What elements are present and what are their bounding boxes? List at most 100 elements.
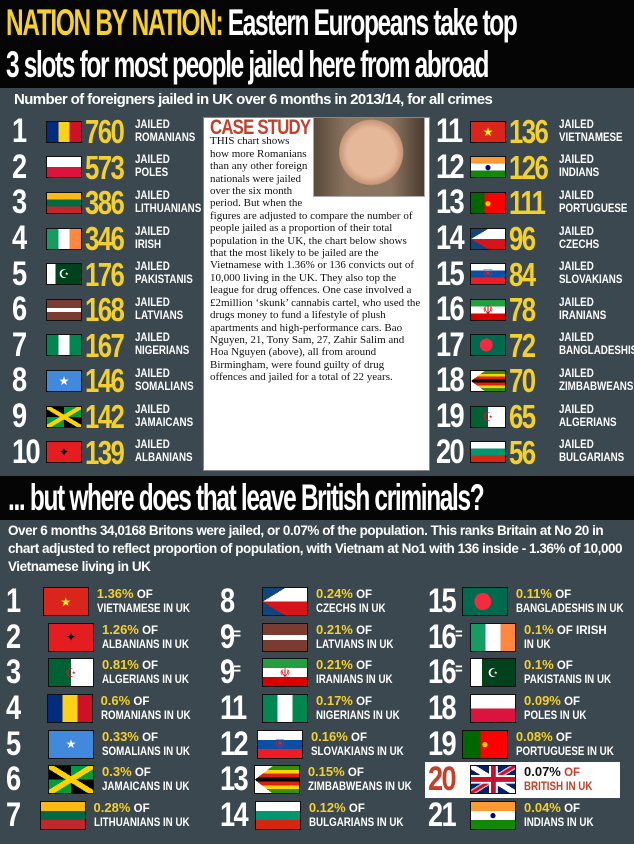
proportion-text: 0.24% OF CZECHS IN UK <box>316 587 398 616</box>
jailed-prefix: JAILED <box>559 225 594 238</box>
nationality: LITHUANIANS <box>135 202 202 215</box>
ranking-row: 16 ☫ 78 JAILED IRANIANS <box>436 290 634 328</box>
jailed-prefix: JAILED <box>559 439 594 452</box>
proportion-text: 0.12% OF BULGARIANS IN UK <box>309 800 420 830</box>
jailed-prefix: JAILED <box>135 296 170 309</box>
proportion-value: 0.09% <box>524 693 561 709</box>
ranking-row: 2 ✦ 1.26% OF ALBANIANS IN UK <box>6 618 206 656</box>
nationality: BANGLADESHIS <box>559 345 634 358</box>
ranking-row: 6 0.3% OF JAMAICANS IN UK <box>6 760 206 798</box>
rank-number: 7 <box>6 796 33 835</box>
proportion-text: 0.08% OF PORTUGUESE IN UK <box>516 729 631 759</box>
jailed-count: 136 <box>509 113 549 151</box>
rank-number: 12 <box>436 147 465 186</box>
jailed-label: JAILED VIETNAMESE <box>559 119 623 145</box>
rank-number: 17 <box>436 325 465 364</box>
ranking-row: 9= 0.21% OF LATVIANS IN UK <box>220 618 420 657</box>
jailed-count: 70 <box>509 362 536 400</box>
jailed-count: 168 <box>85 291 125 329</box>
rank-number: 1 <box>12 112 27 151</box>
ranking-row: 8 0.24% OF CZECHS IN UK <box>220 582 420 621</box>
panel-subtitle: Number of foreigners jailed in UK over 6… <box>14 91 493 108</box>
rank-number: 13 <box>220 760 249 799</box>
rank-number: 18 <box>436 361 465 400</box>
nationality-label: NIGERIANS IN UK <box>316 710 400 723</box>
of-word: OF <box>133 696 150 709</box>
rank-number: 11 <box>436 112 463 151</box>
rank-value: 9 <box>220 617 235 656</box>
ranking-row: 11 ★ 136 JAILED VIETNAMESE <box>436 112 634 151</box>
proportion-column-2: 8 0.24% OF CZECHS IN UK 9= 0.21% OF LATVIANS … <box>220 582 420 834</box>
nationality-label: PAKISTANIS IN UK <box>524 674 612 687</box>
jailed-prefix: JAILED <box>135 261 170 274</box>
ranking-row: 9 142 JAILED JAMAICANS <box>12 397 213 436</box>
jailed-prefix: JAILED <box>135 332 170 345</box>
of-word: OF <box>555 731 572 744</box>
of-word: OF <box>348 802 365 815</box>
headline-line1: Eastern Europeans take top <box>227 2 518 43</box>
proportion-text: 0.09% OF POLES IN UK <box>524 694 597 723</box>
ranking-row: 9= ☫ 0.21% OF IRANIANS IN UK <box>220 653 420 691</box>
ranking-column-right: 11 ★ 136 JAILED VIETNAMESE 12 ● 126 JAILED INDIAN… <box>436 112 634 470</box>
rank-number: 2 <box>12 147 27 186</box>
of-word: OF <box>356 589 373 602</box>
proportion-text: 0.16% OF SLOVAKIANS IN UK <box>310 728 420 759</box>
rank-number: 5 <box>6 725 40 764</box>
proportion-value: 0.81% <box>102 657 139 673</box>
of-word: OF <box>347 767 364 780</box>
of-word: OF <box>142 731 159 744</box>
nationality: ROMANIANS <box>135 131 196 144</box>
ranking-column-left: 1 760 JAILED ROMANIANS 2 573 JAILED POLES 3 386 JA… <box>12 112 213 470</box>
flag-latvia-icon <box>46 298 82 321</box>
nationality: JAMAICANS <box>135 416 194 429</box>
rank-number: 4 <box>6 689 38 728</box>
jailed-count: 72 <box>509 326 536 364</box>
rank-number: 9= <box>220 618 254 657</box>
nationality-label: VIETNAMESE IN UK <box>96 603 190 616</box>
ranking-row: 1 ★ 1.36% OF VIETNAMESE IN UK <box>6 582 206 620</box>
proportion-value: 0.16% <box>310 728 348 744</box>
proportion-text: 0.11% OF BANGLADESHIS IN UK <box>516 587 634 616</box>
proportion-text: 0.33% OF SOMALIANS IN UK <box>102 729 206 759</box>
ranking-row: 3 ☪ 0.81% OF ALGERIANS IN UK <box>6 653 206 691</box>
flag-romania-icon <box>46 120 82 143</box>
jailed-label: JAILED IRANIANS <box>559 297 606 323</box>
ranking-row: 2 573 JAILED POLES <box>12 147 213 186</box>
proportion-subtitle: Over 6 months 34,0168 Britons were jaile… <box>8 523 623 574</box>
rank-number: 11 <box>220 689 254 728</box>
rank-value: 11 <box>220 689 247 728</box>
flag-nigeria-icon <box>262 694 308 724</box>
proportion-text: 0.07% OF BRITISH IN UK <box>524 765 605 794</box>
flag-algeria-icon: ☪ <box>470 405 506 428</box>
proportion-value: 0.6% <box>100 693 131 709</box>
proportion-text: 1.36% OF VIETNAMESE IN UK <box>97 587 206 616</box>
rank-number: 16= <box>428 653 463 692</box>
proportion-value: 0.17% <box>316 693 353 709</box>
rank-value: 19 <box>428 724 457 763</box>
proportion-text: 0.15% OF ZIMBABWEANS IN UK <box>308 765 430 794</box>
rank-value: 12 <box>220 724 249 763</box>
rank-number: 9 <box>12 397 27 436</box>
ranking-row: 19 ☪ 65 JAILED ALGERIANS <box>436 397 634 435</box>
flag-portugal-icon: ● <box>461 729 508 759</box>
rank-value: 13 <box>220 760 249 799</box>
nationality-label: ALGERIANS IN UK <box>102 674 189 687</box>
ranking-row: 17 72 JAILED BANGLADESHIS <box>436 325 634 364</box>
ranking-row: 19 ● 0.08% OF PORTUGUESE IN UK <box>428 724 631 763</box>
nationality-label: LATVIANS IN UK <box>316 638 394 651</box>
tie-marker: = <box>233 661 242 679</box>
nationality-label: JAMAICANS IN UK <box>102 781 190 794</box>
nationality-label: INDIANS IN UK <box>524 816 594 829</box>
flag-lithuania-icon <box>39 800 86 830</box>
jailed-label: JAILED PAKISTANIS <box>135 261 193 287</box>
rank-value: 8 <box>220 582 235 621</box>
rank-value: 20 <box>428 760 457 799</box>
tie-marker: = <box>233 625 242 643</box>
flag-albania-icon: ✦ <box>48 622 94 652</box>
ranking-row: 14 0.12% OF BULGARIANS IN UK <box>220 796 420 834</box>
proportion-text: 0.21% OF IRANIANS IN UK <box>316 658 406 687</box>
rank-number: 5 <box>12 254 27 293</box>
nationality: IRISH <box>135 238 162 251</box>
proportion-line: 1.36% OF <box>97 587 206 602</box>
jailed-label: JAILED IRISH <box>135 226 170 252</box>
